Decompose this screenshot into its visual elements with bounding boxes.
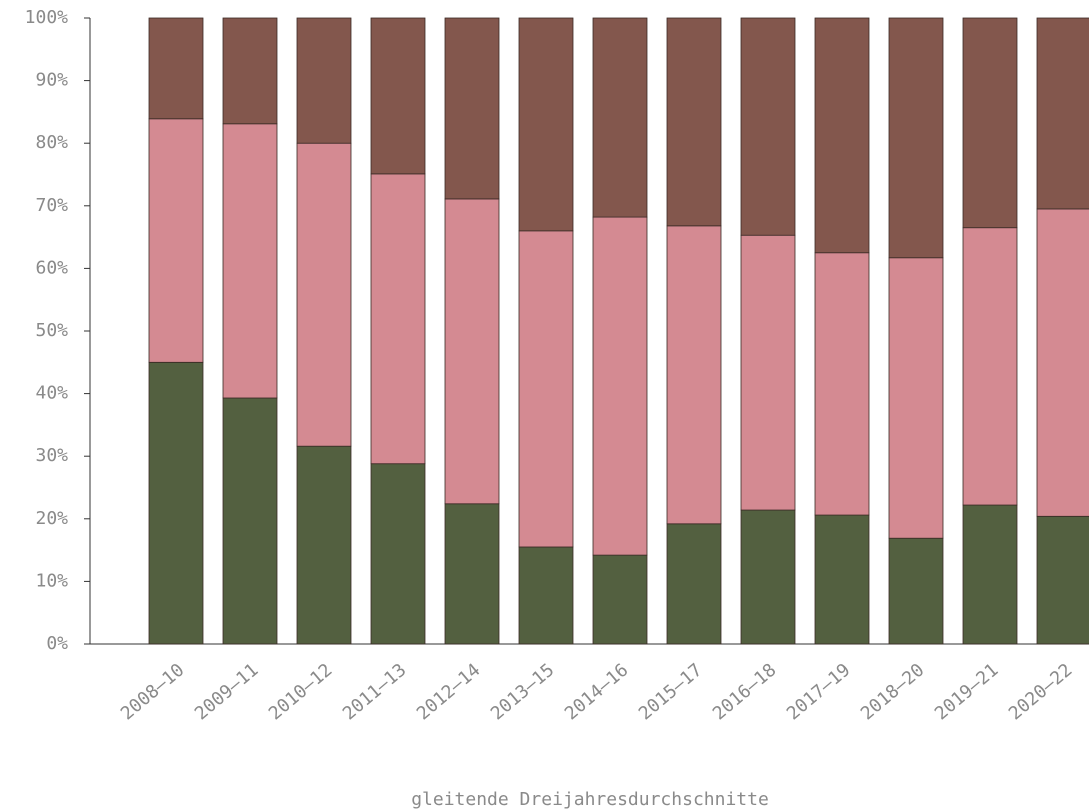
- y-tick-label: 0%: [46, 633, 68, 654]
- y-tick-label: 80%: [35, 132, 68, 153]
- y-tick-label: 40%: [35, 383, 68, 404]
- x-tick-label: 2009–11: [191, 660, 263, 725]
- x-tick-label: 2019–21: [931, 660, 1003, 725]
- x-tick-label: 2008–10: [117, 660, 189, 725]
- bar-segment: [962, 227, 1018, 506]
- y-tick-label: 100%: [25, 7, 69, 28]
- bar-segment: [888, 17, 944, 259]
- bar-segment: [592, 216, 648, 556]
- bar-segment: [222, 123, 278, 399]
- bar-segment: [148, 118, 204, 363]
- x-tick-label: 2010–12: [265, 660, 337, 725]
- y-tick-label: 50%: [35, 320, 68, 341]
- bar-segment: [814, 514, 870, 645]
- bar-segment: [666, 523, 722, 645]
- x-tick-label: 2013–15: [487, 660, 559, 725]
- y-tick-label: 70%: [35, 195, 68, 216]
- bar-segment: [296, 445, 352, 645]
- bar-segment: [444, 198, 500, 505]
- bar-segment: [518, 17, 574, 232]
- bar-segment: [666, 17, 722, 227]
- y-tick-label: 30%: [35, 445, 68, 466]
- bar-segment: [370, 463, 426, 645]
- bar-segment: [148, 17, 204, 120]
- bar-segment: [370, 17, 426, 175]
- y-tick-label: 90%: [35, 70, 68, 91]
- x-axis-title: gleitende Dreijahresdurchschnitte: [411, 789, 769, 810]
- x-tick-label: 2016–18: [709, 660, 781, 725]
- x-tick-label: 2018–20: [857, 660, 929, 725]
- bar-segment: [222, 397, 278, 645]
- bar-segment: [814, 252, 870, 516]
- bar-segment: [518, 230, 574, 548]
- bar-segment: [148, 361, 204, 645]
- bar-segment: [1036, 208, 1089, 517]
- x-tick-label: 2012–14: [413, 660, 485, 725]
- bar-segment: [888, 257, 944, 539]
- bar-segment: [740, 509, 796, 645]
- bar-segment: [444, 503, 500, 645]
- bar-segment: [740, 17, 796, 236]
- bar-segment: [444, 17, 500, 200]
- bar-segment: [296, 17, 352, 144]
- bar-segment: [962, 504, 1018, 645]
- bar-segment: [666, 225, 722, 525]
- bar-segment: [814, 17, 870, 254]
- y-tick-label: 60%: [35, 257, 68, 278]
- bar-segment: [888, 537, 944, 645]
- bar-segment: [1036, 17, 1089, 210]
- x-tick-label: 2015–17: [635, 660, 707, 725]
- x-tick-label: 2014–16: [561, 660, 633, 725]
- y-tick-label: 10%: [35, 570, 68, 591]
- x-tick-label: 2017–19: [783, 660, 855, 725]
- bar-segment: [1036, 515, 1089, 645]
- bar-segment: [370, 173, 426, 465]
- x-tick-label: 2020–22: [1005, 660, 1077, 725]
- bar-segment: [592, 17, 648, 218]
- bar-segment: [222, 17, 278, 125]
- bar-segment: [740, 234, 796, 511]
- bar-segment: [962, 17, 1018, 229]
- y-tick-label: 20%: [35, 508, 68, 529]
- bar-segment: [518, 546, 574, 645]
- bar-segment: [296, 142, 352, 447]
- x-tick-label: 2011–13: [339, 660, 411, 725]
- bar-segment: [592, 554, 648, 645]
